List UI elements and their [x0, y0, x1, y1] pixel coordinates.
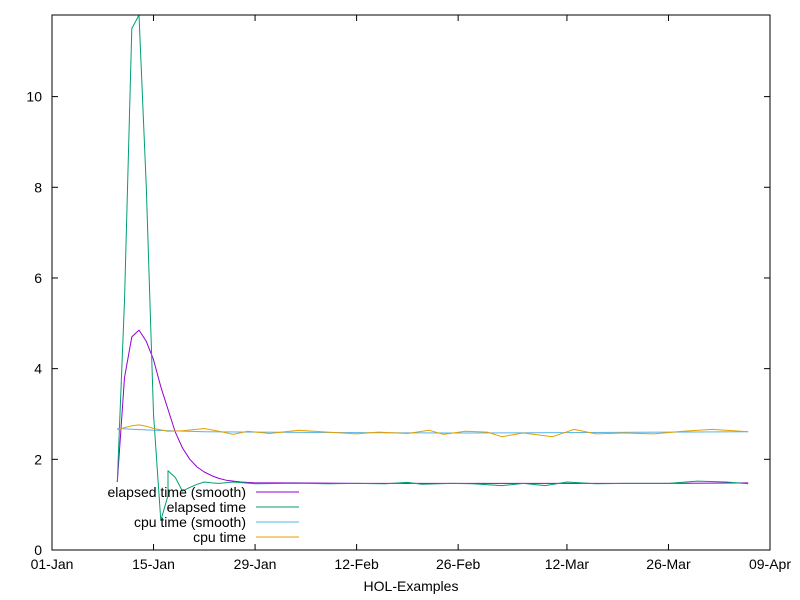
x-tick-label: 12-Mar — [545, 556, 590, 572]
tick-layer: 0 2 4 6 8 10 01-Jan 15-Jan 29-Jan 12-Feb 26-Feb 12-… — [26, 15, 791, 572]
y-tick-label: 2 — [34, 451, 42, 467]
series-line-elapsed-time — [116, 14, 749, 521]
x-tick-label: 26-Mar — [646, 556, 691, 572]
x-tick-label: 15-Jan — [132, 556, 175, 572]
y-tick-label: 8 — [34, 179, 42, 195]
x-tick-label: 01-Jan — [31, 556, 74, 572]
legend-label-elapsed-time: elapsed time — [167, 499, 247, 515]
x-tick-label: 09-Apr — [749, 556, 791, 572]
y-tick-label: 4 — [34, 361, 42, 377]
legend-label-cpu-time-smooth: cpu time (smooth) — [134, 514, 246, 530]
series-line-cpu-time — [117, 424, 749, 438]
legend-label-elapsed-time-smooth: elapsed time (smooth) — [107, 484, 246, 500]
y-tick-label: 10 — [26, 89, 42, 105]
y-tick-label: 0 — [34, 542, 42, 558]
legend-label-cpu-time: cpu time — [193, 529, 246, 545]
x-tick-label: 12-Feb — [334, 556, 379, 572]
plot-frame — [51, 14, 771, 551]
x-tick-label: 26-Feb — [436, 556, 481, 572]
x-tick-label: 29-Jan — [234, 556, 277, 572]
series-layer — [116, 14, 749, 521]
y-tick-label: 6 — [34, 270, 42, 286]
x-axis-title: HOL-Examples — [364, 578, 459, 594]
